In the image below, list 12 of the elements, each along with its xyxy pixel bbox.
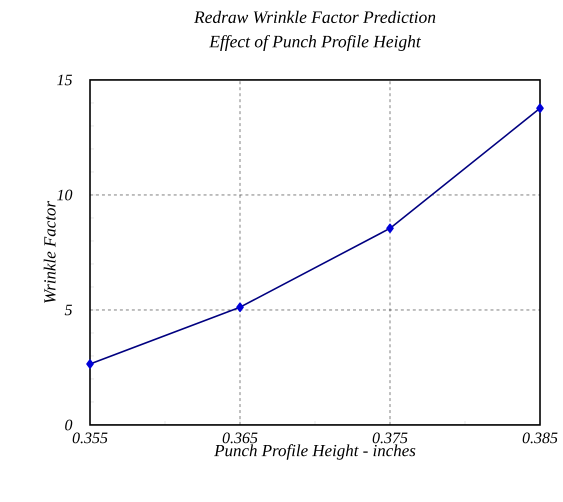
y-tick-label: 10 (57, 190, 72, 200)
x-tick-label: 0.365 (222, 432, 258, 444)
x-tick-label: 0.375 (372, 432, 408, 444)
y-tick-label: 0 (65, 420, 72, 430)
y-axis-title: Wrinkle Factor (44, 200, 56, 303)
chart-subtitle: Effect of Punch Profile Height (209, 34, 422, 51)
y-tick-label: 5 (64, 304, 72, 316)
x-axis-title: Punch Profile Height - inches (214, 444, 416, 460)
x-tick-label: 0.355 (72, 432, 108, 444)
chart-title: Redraw Wrinkle Factor Prediction (194, 10, 436, 24)
x-tick-label: 0.385 (522, 432, 558, 444)
y-tick-label: 15 (57, 74, 72, 86)
